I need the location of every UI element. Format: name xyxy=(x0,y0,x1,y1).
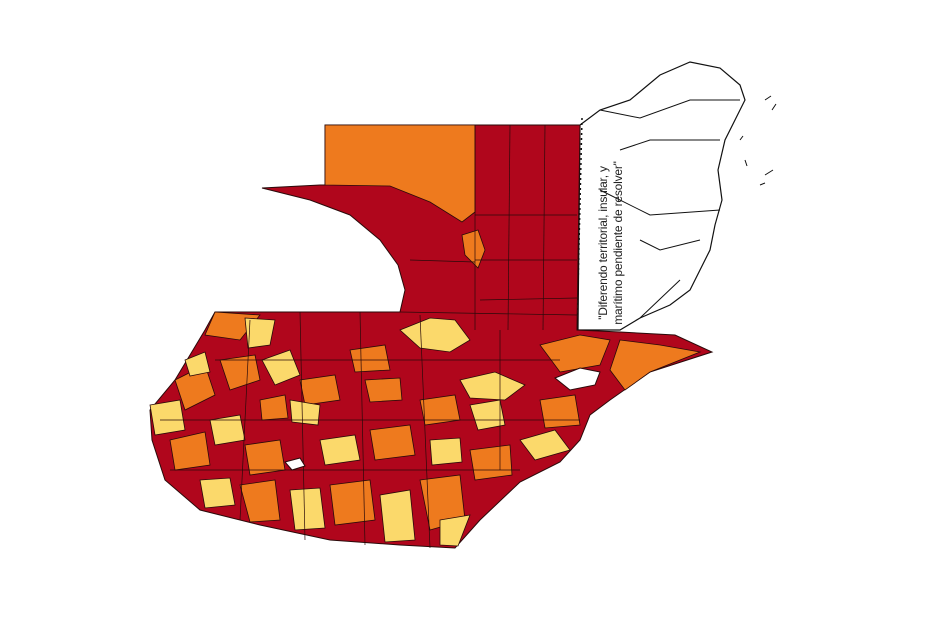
municipality-low-26 xyxy=(199,477,236,509)
cay-icons xyxy=(739,95,777,186)
lake-atitlan xyxy=(284,457,306,471)
municipality-medium-19 xyxy=(169,431,211,471)
belize-districts xyxy=(599,99,740,319)
municipality-medium-27 xyxy=(239,479,281,523)
municipality-medium-12 xyxy=(299,374,341,406)
municipality-medium-25 xyxy=(469,444,513,481)
municipality-low-9 xyxy=(149,399,186,436)
municipality-low-32 xyxy=(439,514,471,547)
municipality-medium-5 xyxy=(539,334,611,373)
municipality-low-20 xyxy=(209,414,246,446)
municipality-low-7 xyxy=(459,371,526,401)
municipality-low-34 xyxy=(184,351,211,377)
municipality-medium-15 xyxy=(419,394,461,426)
municipality-medium-10 xyxy=(219,354,261,391)
belize-outline xyxy=(577,61,746,331)
municipality-low-18 xyxy=(519,429,571,461)
territorial-dispute-note: "Diferendo territorial, insular, y marít… xyxy=(596,161,625,325)
admin-border-5 xyxy=(409,259,476,263)
municipality-medium-35 xyxy=(259,394,289,421)
admin-border-1 xyxy=(507,124,511,331)
municipality-medium-17 xyxy=(539,394,581,429)
admin-border-8 xyxy=(299,311,306,541)
municipality-low-30 xyxy=(379,489,416,543)
municipality-medium-23 xyxy=(369,424,416,461)
municipality-medium-29 xyxy=(329,479,376,526)
lake-izabal xyxy=(554,367,601,391)
admin-border-6 xyxy=(479,297,578,301)
municipality-low-24 xyxy=(429,437,463,466)
municipality-low-11 xyxy=(261,349,301,386)
municipality-low-13 xyxy=(289,399,321,426)
municipality-medium-33 xyxy=(349,344,391,373)
municipality-medium-6 xyxy=(609,339,702,391)
admin-border-12 xyxy=(359,311,366,546)
municipality-low-2 xyxy=(399,317,471,353)
municipality-medium-14 xyxy=(364,377,403,403)
municipality-low-22 xyxy=(319,434,361,466)
municipality-low-4 xyxy=(244,317,276,349)
admin-border-2 xyxy=(542,124,546,331)
admin-border-7 xyxy=(399,311,578,316)
admin-border-14 xyxy=(419,314,431,549)
municipality-low-16 xyxy=(469,399,506,431)
admin-border-13 xyxy=(239,319,251,521)
municipality-low-28 xyxy=(289,487,326,531)
